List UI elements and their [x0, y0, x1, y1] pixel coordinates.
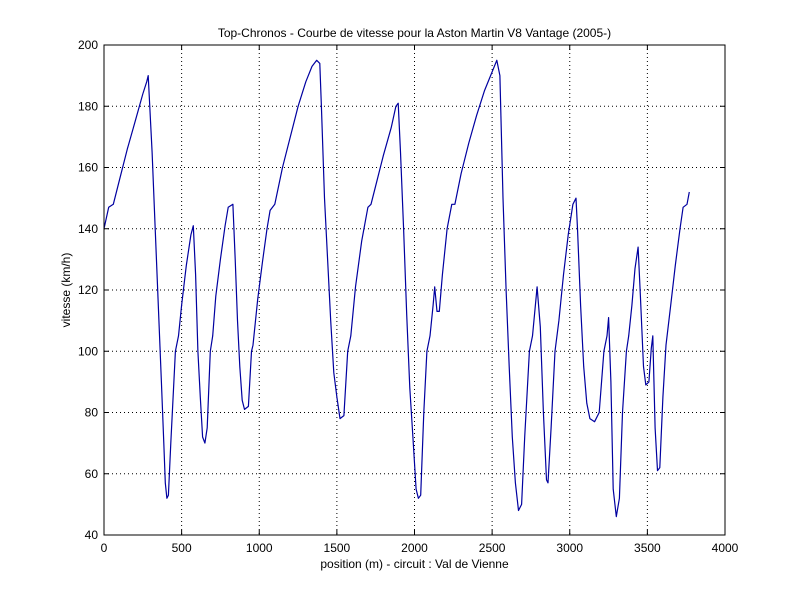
x-axis-label: position (m) - circuit : Val de Vienne: [320, 557, 509, 571]
x-tick-label: 1500: [324, 541, 351, 555]
x-tick-label: 1000: [246, 541, 273, 555]
y-tick-label: 100: [78, 344, 98, 358]
y-tick-label: 200: [78, 38, 98, 52]
y-axis-label: vitesse (km/h): [59, 253, 73, 328]
chart-title: Top-Chronos - Courbe de vitesse pour la …: [218, 26, 611, 40]
y-tick-label: 180: [78, 99, 98, 113]
y-tick-label: 160: [78, 161, 98, 175]
y-tick-label: 140: [78, 222, 98, 236]
x-tick-label: 0: [101, 541, 108, 555]
x-tick-label: 3000: [556, 541, 583, 555]
ticks: [103, 44, 726, 536]
y-tick-labels: 40 60 80 100 120 140 160 180 200: [78, 38, 98, 542]
x-tick-label: 500: [172, 541, 192, 555]
x-tick-label: 4000: [712, 541, 739, 555]
series-layer: [103, 59, 690, 518]
x-tick-label: 2000: [401, 541, 428, 555]
y-tick-label: 40: [85, 528, 99, 542]
speed-series-line: [103, 59, 690, 518]
y-tick-label: 60: [85, 467, 99, 481]
y-tick-label: 120: [78, 283, 98, 297]
x-tick-labels: 0 500 1000 1500 2000 2500 3000 3500 4000: [101, 541, 739, 555]
y-tick-label: 80: [85, 406, 99, 420]
x-tick-label: 3500: [634, 541, 661, 555]
x-tick-label: 2500: [479, 541, 506, 555]
